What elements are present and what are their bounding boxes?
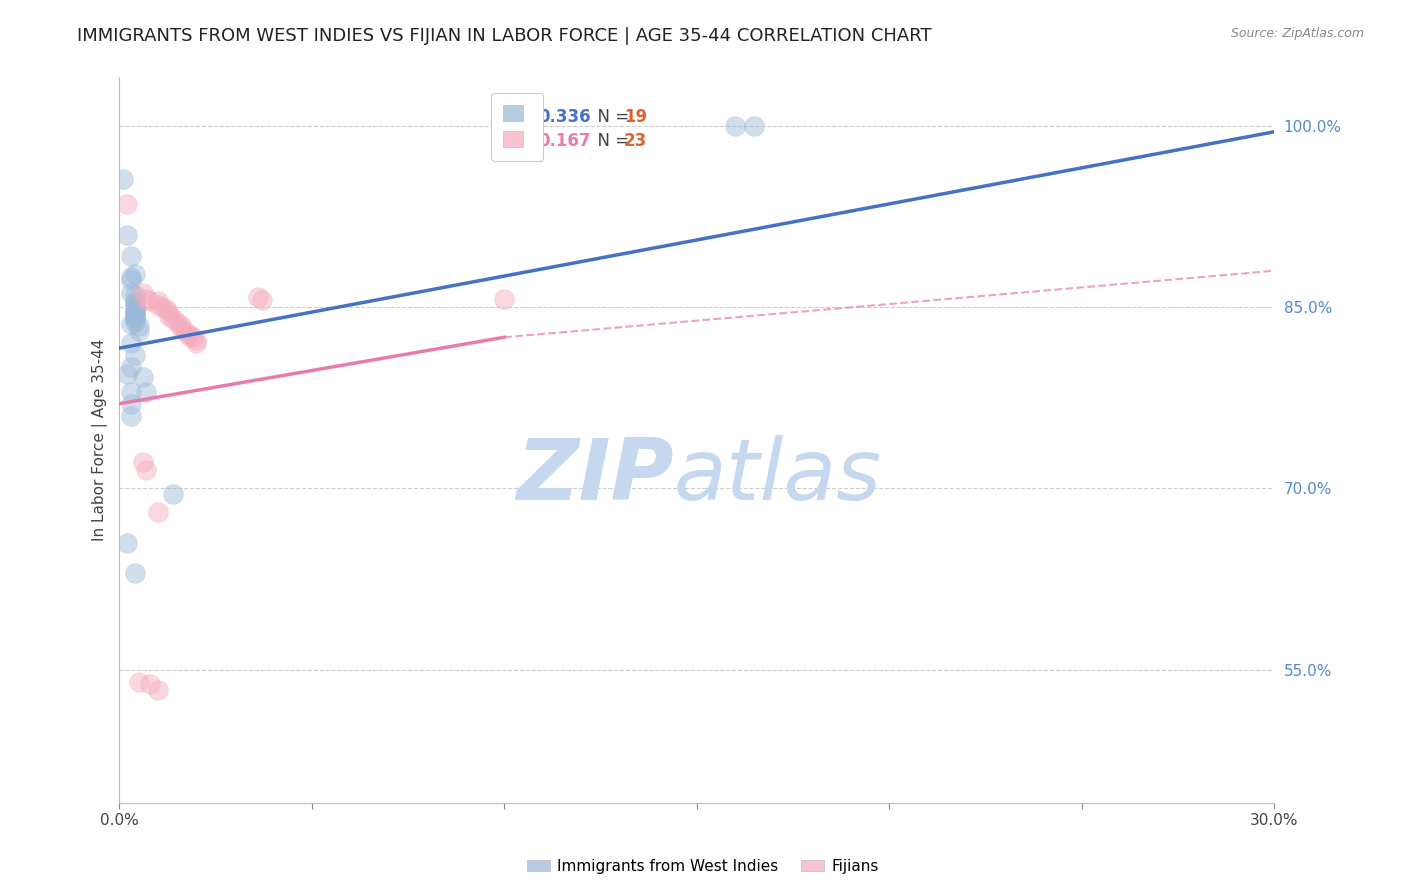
Text: N =: N =: [588, 132, 634, 150]
Point: [120, 336, 142, 351]
Text: R =: R =: [503, 132, 540, 150]
Point: [162, 487, 184, 501]
Point: [146, 683, 169, 698]
Point: [120, 409, 142, 423]
Legend: , : ,: [492, 93, 543, 161]
Point: [159, 305, 181, 319]
Point: [124, 566, 146, 580]
Text: N =: N =: [588, 108, 634, 127]
Point: [120, 249, 142, 263]
Point: [724, 119, 747, 133]
Point: [115, 197, 138, 211]
Point: [177, 326, 200, 341]
Point: [124, 310, 146, 324]
Text: 19: 19: [624, 108, 647, 127]
Point: [250, 293, 273, 307]
Point: [135, 292, 157, 306]
Point: [124, 307, 146, 321]
Y-axis label: In Labor Force | Age 35-44: In Labor Force | Age 35-44: [93, 339, 108, 541]
Text: IMMIGRANTS FROM WEST INDIES VS FIJIAN IN LABOR FORCE | AGE 35-44 CORRELATION CHA: IMMIGRANTS FROM WEST INDIES VS FIJIAN IN…: [77, 27, 932, 45]
Point: [139, 677, 162, 691]
Point: [150, 300, 173, 314]
Point: [162, 312, 184, 326]
Point: [135, 384, 157, 399]
Point: [139, 293, 162, 308]
Point: [124, 268, 146, 282]
Point: [124, 348, 146, 362]
Text: 23: 23: [624, 132, 647, 150]
Point: [186, 333, 208, 347]
Point: [124, 314, 146, 328]
Legend: Immigrants from West Indies, Fijians: Immigrants from West Indies, Fijians: [520, 853, 886, 880]
Text: 0.167: 0.167: [538, 132, 591, 150]
Text: atlas: atlas: [673, 434, 882, 517]
Point: [494, 292, 516, 306]
Point: [124, 309, 146, 323]
Point: [159, 309, 181, 323]
Point: [120, 384, 142, 399]
Point: [170, 318, 193, 333]
Point: [173, 324, 195, 338]
Point: [155, 302, 177, 317]
Point: [115, 535, 138, 549]
Point: [120, 360, 142, 375]
Point: [135, 463, 157, 477]
Point: [120, 317, 142, 331]
Point: [120, 273, 142, 287]
Point: [124, 288, 146, 302]
Point: [170, 320, 193, 334]
Point: [124, 312, 146, 326]
Point: [120, 269, 142, 284]
Point: [124, 305, 146, 319]
Point: [115, 227, 138, 242]
Point: [112, 172, 135, 186]
Point: [120, 285, 142, 300]
Point: [146, 506, 169, 520]
Point: [186, 336, 208, 351]
Point: [131, 455, 153, 469]
Point: [146, 293, 169, 308]
Point: [177, 329, 200, 343]
Text: Source: ZipAtlas.com: Source: ZipAtlas.com: [1230, 27, 1364, 40]
Point: [166, 314, 188, 328]
Point: [181, 330, 204, 344]
Point: [124, 303, 146, 318]
Point: [128, 319, 150, 334]
Point: [744, 119, 766, 133]
Point: [120, 397, 142, 411]
Point: [124, 302, 146, 317]
Point: [146, 298, 169, 312]
Point: [115, 367, 138, 381]
Text: R =: R =: [503, 108, 540, 127]
Point: [124, 296, 146, 310]
Point: [131, 370, 153, 384]
Point: [124, 293, 146, 308]
Text: 0.336: 0.336: [538, 108, 591, 127]
Text: ZIP: ZIP: [516, 434, 673, 517]
Point: [128, 674, 150, 689]
Point: [128, 324, 150, 338]
Point: [246, 290, 269, 304]
Point: [131, 285, 153, 300]
Point: [124, 298, 146, 312]
